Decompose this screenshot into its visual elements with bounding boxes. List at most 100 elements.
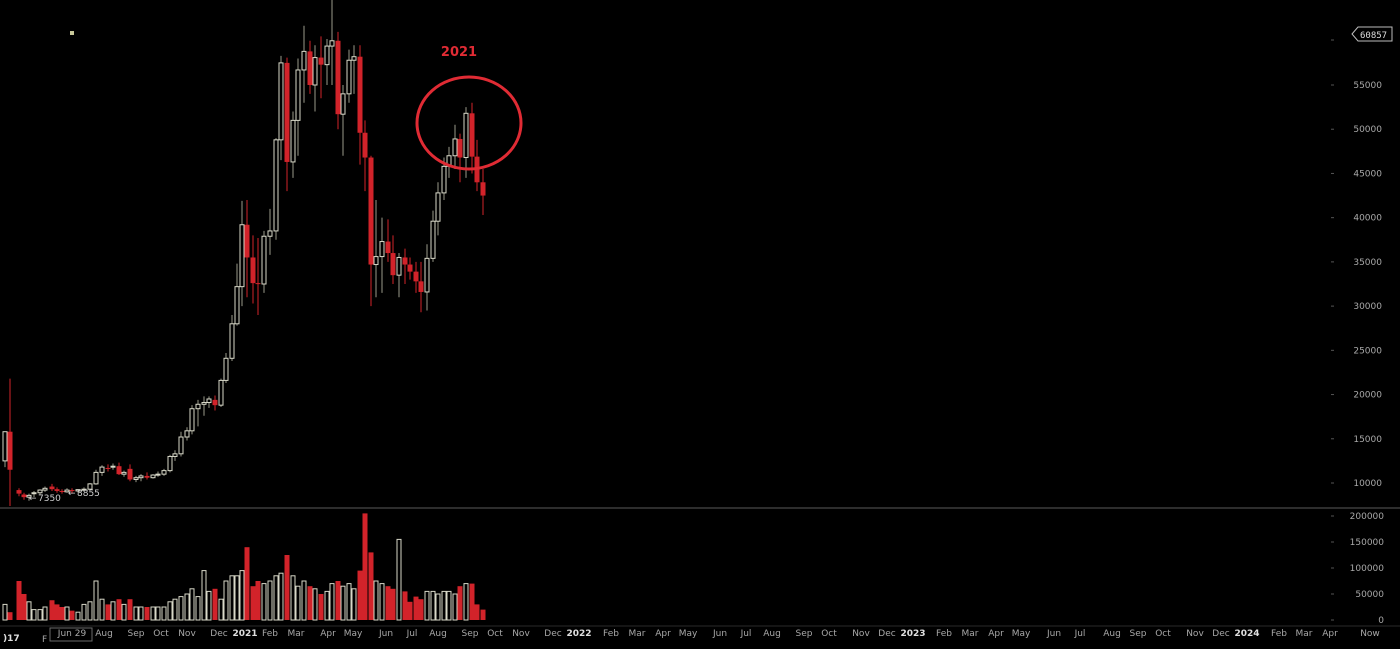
clipped-year-label: )17 — [3, 634, 20, 644]
volume-bar-down — [474, 604, 480, 620]
candle-body-down — [21, 494, 27, 498]
candle-body-up — [75, 489, 81, 492]
time-axis-label: 2024 — [1234, 629, 1259, 639]
volume-bar-up — [430, 590, 436, 621]
volume-bar-down — [21, 594, 27, 620]
volume-bar-up — [261, 583, 267, 621]
volume-bar-up — [452, 593, 458, 621]
candle-body-down — [368, 157, 374, 265]
candle-body-down — [49, 486, 55, 490]
volume-bar-up — [206, 590, 212, 621]
time-axis-label: Feb — [1271, 629, 1287, 639]
crosshair-date-box — [49, 627, 93, 642]
candle-body-down — [59, 490, 65, 492]
volume-bar-up — [351, 588, 357, 621]
last-price-tag[interactable]: 60857 — [1351, 26, 1393, 42]
candle-body-up — [301, 50, 307, 71]
volume-bar-down — [318, 594, 324, 620]
time-axis-label: Feb — [603, 629, 619, 639]
candle-body-up — [161, 470, 167, 475]
volume-bar-down — [457, 586, 463, 620]
volume-bar-up — [178, 596, 184, 621]
time-axis-label: Aug — [95, 629, 113, 639]
volume-bar-up — [26, 601, 32, 621]
volume-bar-down — [284, 555, 290, 620]
candle-body-up — [295, 69, 301, 121]
volume-bar-up — [435, 593, 441, 621]
candle-body-down — [69, 490, 75, 492]
volume-bar-down — [402, 591, 408, 620]
candle-body-up — [184, 430, 190, 438]
candle-body-down — [7, 431, 13, 470]
candle-body-up — [99, 466, 105, 473]
annotation-label: 2021 — [441, 45, 477, 60]
candle-body-down — [469, 113, 475, 157]
time-axis-label: Aug — [1103, 629, 1121, 639]
candle-body-up — [424, 257, 430, 293]
volume-bar-down — [105, 604, 111, 620]
volume-bar-up — [99, 598, 105, 621]
low-marker-value-2: 8855 — [77, 489, 100, 499]
candle-body-down — [250, 257, 256, 284]
candle-body-up — [329, 40, 335, 47]
time-axis-label: Nov — [178, 629, 196, 639]
volume-bar-up — [31, 609, 37, 621]
candle-body-up — [452, 138, 458, 157]
volume-bar-down — [368, 552, 374, 620]
volume-tick-label: 100000 — [1350, 564, 1385, 574]
candle-body-down — [407, 264, 413, 272]
candle-body-up — [351, 56, 357, 61]
marker-dot — [70, 31, 74, 35]
time-axis-label: Jul — [406, 629, 418, 639]
volume-axis: 0 50000 100000 150000 200000 — [1331, 512, 1384, 626]
volume-bar-up — [42, 606, 48, 621]
volume-bar-up — [373, 580, 379, 621]
time-axis-label: Jul — [740, 629, 752, 639]
low-marker-arrow-2: ← — [68, 489, 76, 499]
time-axis-label: 2022 — [566, 629, 591, 639]
volume-bar-up — [201, 570, 207, 621]
candle-body-up — [340, 93, 346, 115]
volume-bar-up — [278, 572, 284, 621]
volume-bar-up — [81, 603, 87, 621]
candle-body-up — [312, 57, 318, 86]
time-axis-label: Sep — [128, 629, 145, 639]
volume-bars — [2, 513, 486, 621]
candle-body-down — [307, 51, 313, 85]
price-tick-label: 25000 — [1353, 346, 1382, 356]
price-tick-label: 30000 — [1353, 302, 1382, 312]
time-axis-label: Nov — [852, 629, 870, 639]
time-axis-label: Apr — [1322, 629, 1338, 639]
volume-bar-up — [138, 606, 144, 621]
candle-body-down — [457, 138, 463, 158]
volume-tick-label: 150000 — [1350, 538, 1385, 548]
volume-bar-up — [446, 590, 452, 621]
candle-body-up — [195, 403, 201, 410]
volume-bar-up — [234, 575, 240, 621]
candle-body-down — [244, 224, 250, 258]
candle-body-up — [278, 62, 284, 141]
time-axis-label: Feb — [262, 629, 278, 639]
candle-body-up — [396, 256, 402, 276]
candle-body-up — [26, 494, 32, 498]
low-marker-value: 7350 — [38, 494, 61, 504]
volume-bar-down — [385, 586, 391, 620]
candle-body-down — [127, 468, 133, 480]
candle-body-up — [2, 431, 8, 462]
price-tick-label: 40000 — [1353, 214, 1382, 224]
candle-body-up — [346, 59, 352, 95]
candle-body-down — [402, 257, 408, 265]
volume-tick-label: 50000 — [1355, 590, 1384, 600]
clipped-month-label: F — [42, 635, 47, 645]
volume-bar-up — [172, 598, 178, 621]
candle-body-up — [441, 165, 447, 194]
time-axis-label: Oct — [1155, 629, 1171, 639]
candle-body-down — [390, 253, 396, 276]
time-axis-label: Sep — [462, 629, 479, 639]
candle-body-down — [385, 241, 391, 254]
candle-body-down — [413, 271, 419, 282]
time-axis-label: Dec — [544, 629, 561, 639]
volume-bar-up — [2, 603, 8, 621]
